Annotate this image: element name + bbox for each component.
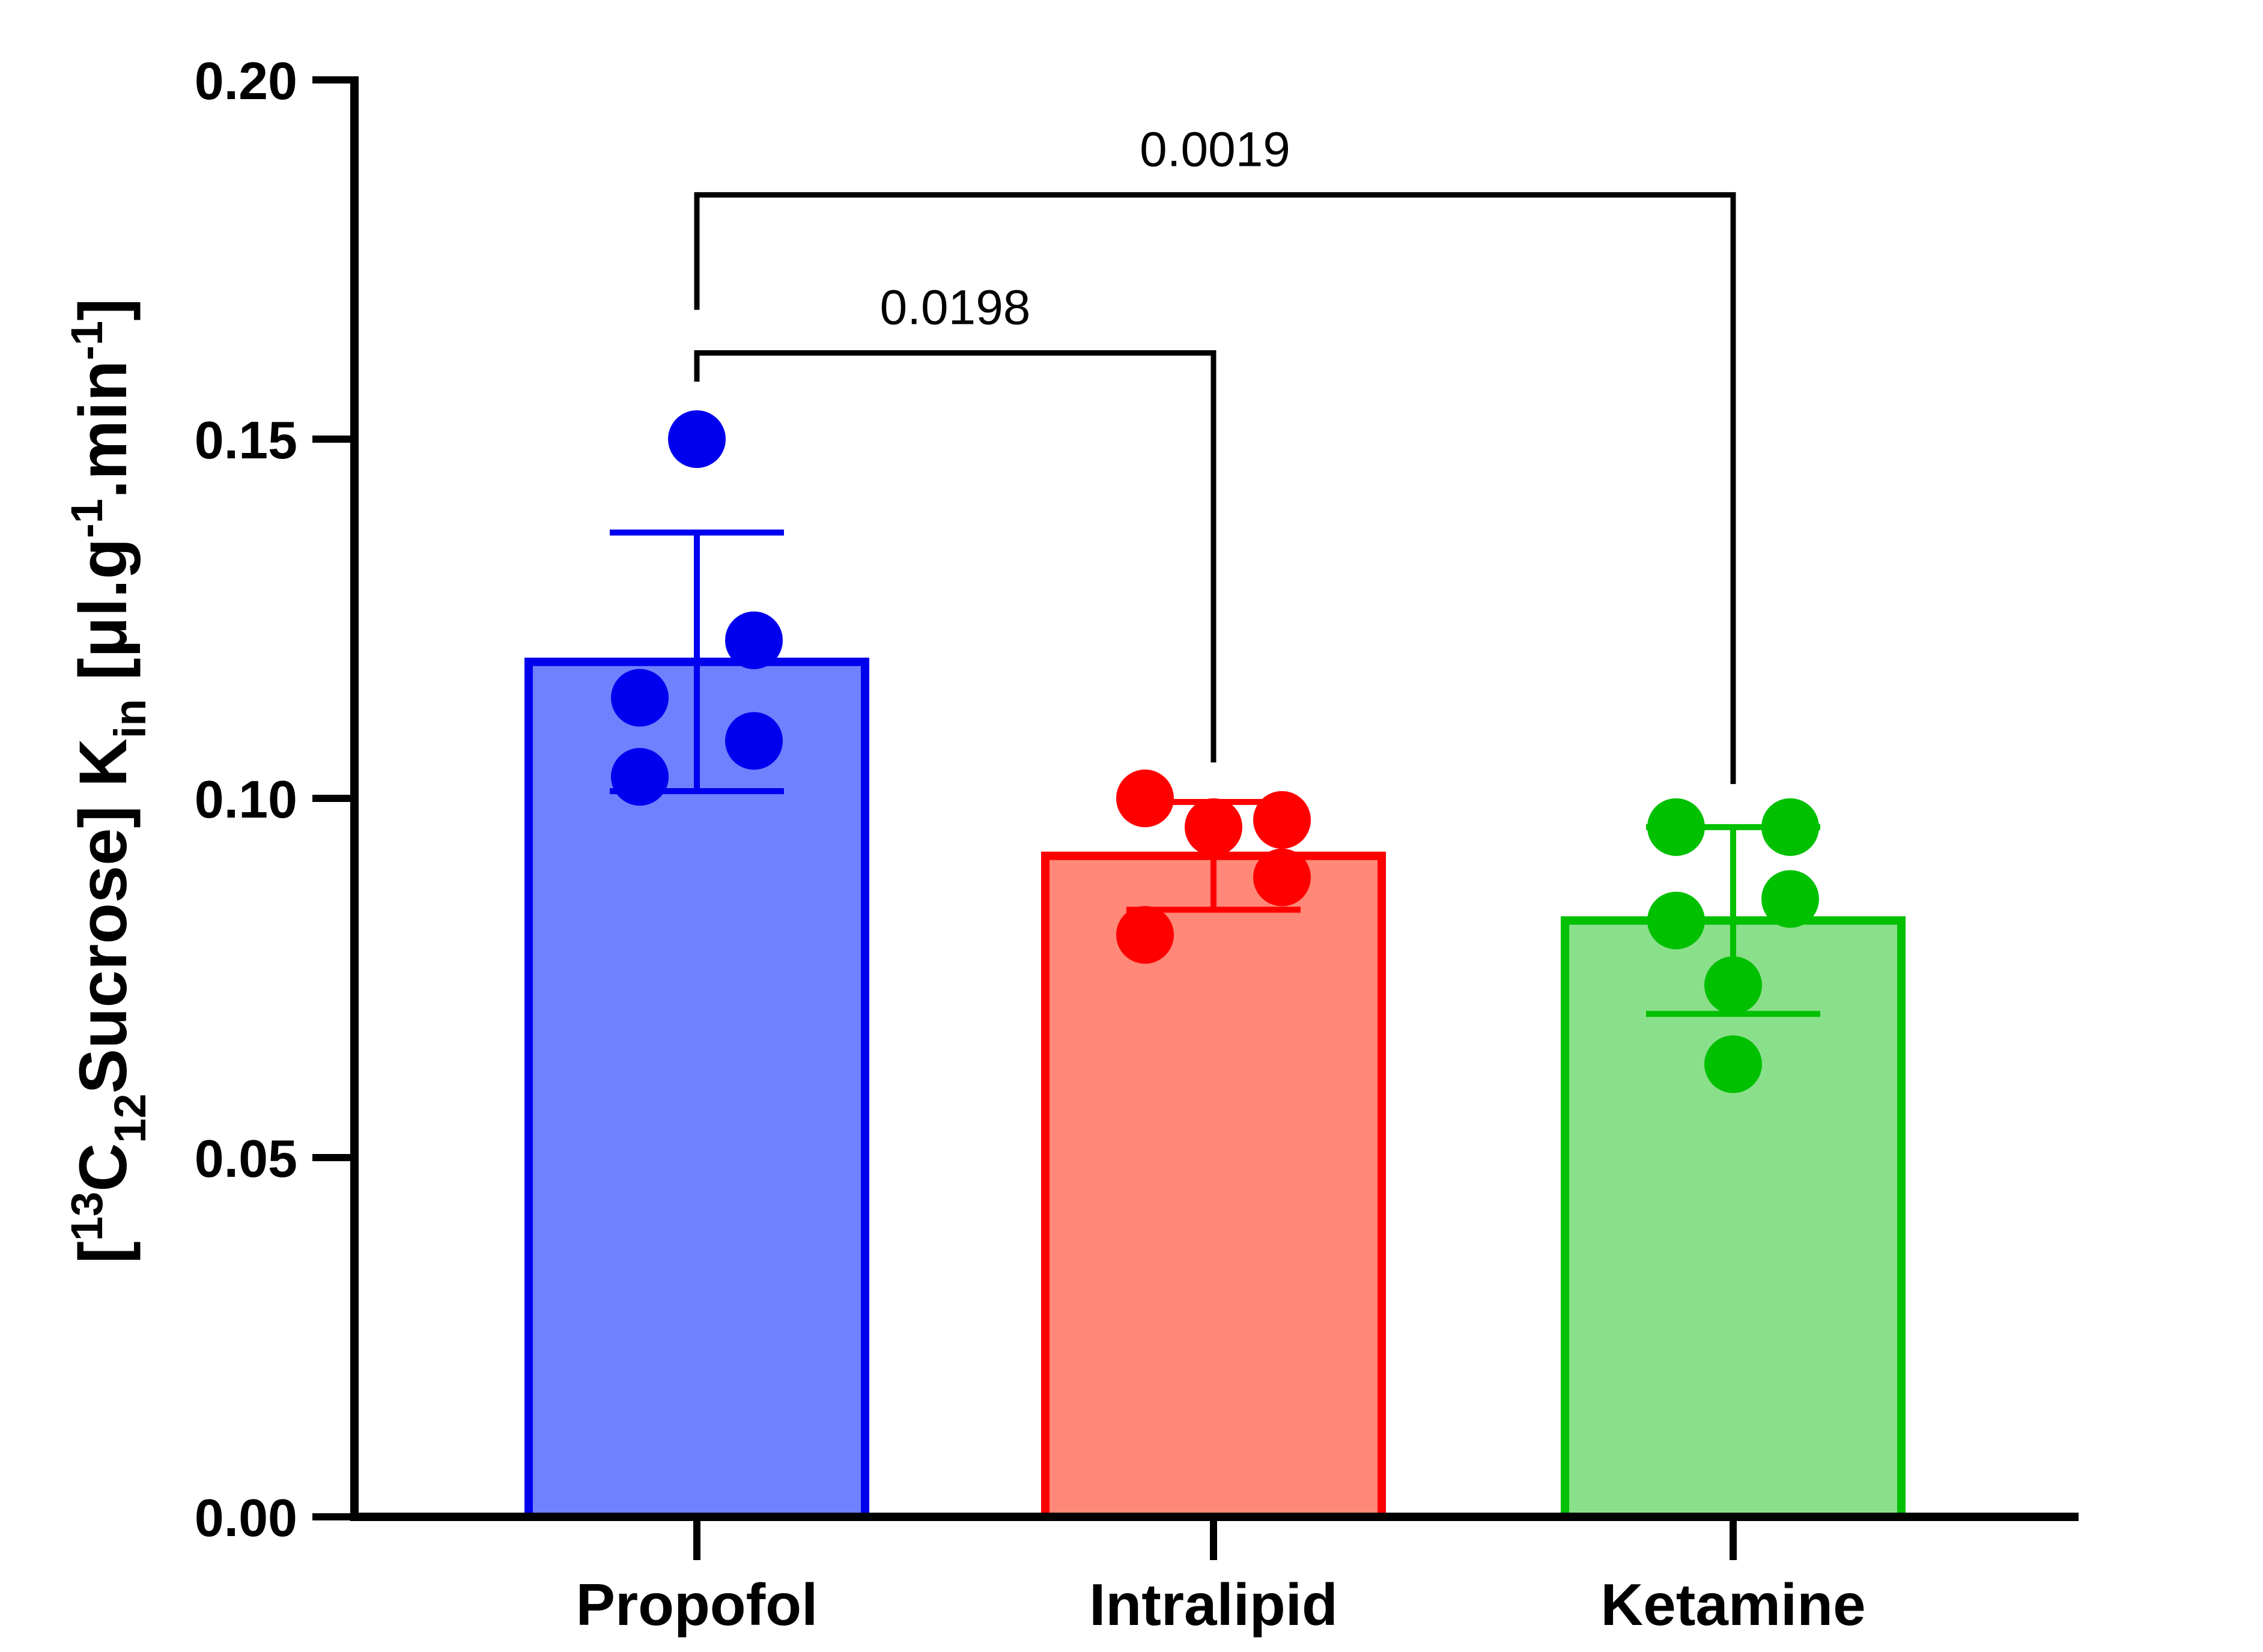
data-point-ketamine-3 [1761, 870, 1819, 928]
data-point-intralipid-5 [1116, 906, 1174, 964]
bar-propofol [524, 657, 869, 1521]
data-point-intralipid-1 [1116, 770, 1174, 827]
y-tick-label-2: 0.10 [195, 770, 297, 829]
comparison-brackets-layer: 0.0198 0.0019 [694, 122, 1736, 785]
data-point-propofol-4 [725, 712, 783, 770]
comparison-bracket-1 [694, 350, 1217, 763]
data-points-layer [611, 410, 1819, 1093]
y-tick-label-3: 0.15 [195, 410, 297, 470]
bar-intralipid [1041, 851, 1386, 1521]
data-point-intralipid-2 [1253, 791, 1311, 849]
y-axis-label: [13C12Sucrose] Kin [μl.g-1.min-1] [62, 299, 155, 1264]
data-point-propofol-1 [668, 410, 726, 468]
data-point-propofol-5 [611, 748, 669, 806]
y-tick-label-1: 0.05 [195, 1129, 297, 1188]
data-point-propofol-3 [611, 669, 669, 727]
data-point-ketamine-2 [1761, 798, 1819, 856]
axes-layer: 0.00 0.05 0.10 0.15 0.20 Propofol Intralipid Ke… [195, 51, 2079, 1638]
x-tick-label-ketamine: Ketamine [1600, 1572, 1865, 1638]
data-point-intralipid-4 [1253, 848, 1311, 906]
y-tick-label-0: 0.00 [195, 1488, 297, 1547]
comparison-p-value-1: 0.0198 [880, 280, 1031, 335]
x-tick-label-propofol: Propofol [576, 1572, 818, 1638]
comparison-bracket-2 [694, 192, 1736, 785]
data-point-propofol-2 [725, 611, 783, 669]
data-point-ketamine-4 [1647, 891, 1705, 950]
y-tick-label-4: 0.20 [195, 51, 297, 111]
data-point-ketamine-6 [1704, 1035, 1762, 1093]
data-point-intralipid-3 [1185, 798, 1242, 856]
data-point-ketamine-5 [1704, 956, 1762, 1014]
data-point-ketamine-1 [1647, 798, 1705, 856]
comparison-p-value-2: 0.0019 [1140, 122, 1290, 177]
x-tick-label-intralipid: Intralipid [1089, 1572, 1338, 1638]
